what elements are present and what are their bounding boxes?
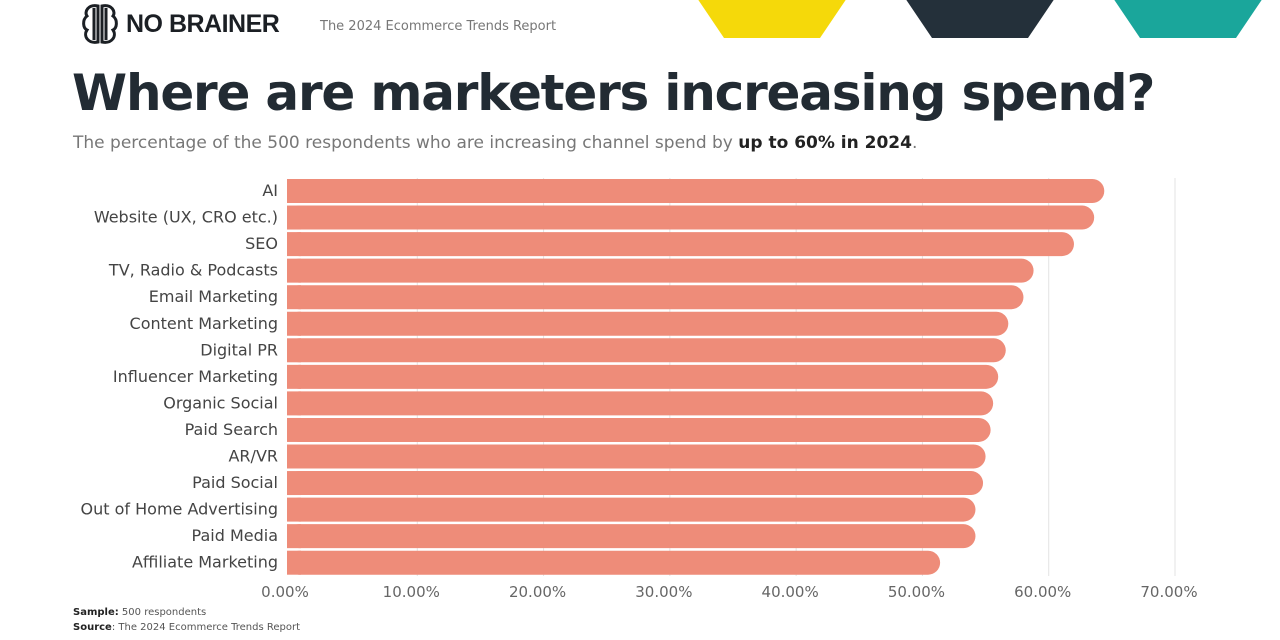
category-label: TV, Radio & Podcasts bbox=[108, 261, 278, 280]
subtitle-text: The percentage of the 500 respondents wh… bbox=[73, 133, 739, 153]
category-label: Paid Search bbox=[185, 420, 278, 439]
category-label: SEO bbox=[245, 234, 278, 253]
x-tick-label: 60.00% bbox=[1014, 583, 1071, 601]
x-tick-label: 20.00% bbox=[509, 583, 566, 601]
brain-icon bbox=[82, 4, 118, 44]
subtitle: The percentage of the 500 respondents wh… bbox=[73, 133, 917, 153]
bar-left-edge bbox=[287, 311, 301, 336]
bar-left-edge bbox=[287, 285, 301, 310]
category-label: Content Marketing bbox=[130, 314, 278, 333]
bar-left-edge bbox=[287, 417, 301, 442]
bar-left-edge bbox=[287, 364, 301, 389]
decor-dark-shape bbox=[905, 0, 1055, 38]
bar-left-edge bbox=[287, 471, 301, 496]
bar-left-edge bbox=[287, 524, 301, 549]
bar-left-edge bbox=[287, 338, 301, 363]
bar bbox=[287, 417, 991, 442]
source-label: Source bbox=[73, 622, 112, 633]
category-label: Influencer Marketing bbox=[113, 367, 278, 386]
bar bbox=[287, 338, 1006, 363]
bar bbox=[287, 550, 941, 575]
category-label: Website (UX, CRO etc.) bbox=[94, 208, 278, 227]
sample-label: Sample: bbox=[73, 607, 119, 618]
bar-left-edge bbox=[287, 444, 301, 469]
bar bbox=[287, 285, 1024, 310]
bar bbox=[287, 471, 984, 496]
bar bbox=[287, 179, 1105, 203]
subtitle-highlight: up to 60% in 2024 bbox=[738, 133, 912, 153]
bar-left-edge bbox=[287, 205, 301, 230]
bar bbox=[287, 524, 976, 549]
bar-left-edge bbox=[287, 258, 301, 283]
category-label: Out of Home Advertising bbox=[81, 500, 278, 519]
bar bbox=[287, 232, 1074, 257]
x-tick-label: 0.00% bbox=[261, 583, 309, 601]
bar bbox=[287, 311, 1009, 336]
source-value: : The 2024 Ecommerce Trends Report bbox=[111, 622, 300, 633]
x-tick-label: 50.00% bbox=[888, 583, 945, 601]
category-label: Affiliate Marketing bbox=[132, 553, 278, 572]
sample-note: Sample: 500 respondents bbox=[73, 607, 206, 618]
bar bbox=[287, 258, 1034, 283]
category-label: AR/VR bbox=[228, 447, 278, 466]
report-name: The 2024 Ecommerce Trends Report bbox=[320, 19, 557, 34]
decor-yellow-shape bbox=[697, 0, 847, 38]
bar bbox=[287, 444, 986, 469]
x-tick-label: 70.00% bbox=[1140, 583, 1197, 601]
subtitle-end: . bbox=[911, 133, 918, 153]
x-tick-label: 10.00% bbox=[383, 583, 440, 601]
sample-value: 500 respondents bbox=[118, 607, 207, 618]
x-tick-label: 30.00% bbox=[635, 583, 692, 601]
bar bbox=[287, 205, 1095, 230]
bar-left-edge bbox=[287, 232, 301, 257]
bar bbox=[287, 497, 976, 522]
bar-left-edge bbox=[287, 497, 301, 522]
category-label: Organic Social bbox=[163, 393, 278, 412]
category-label: Paid Media bbox=[192, 526, 278, 545]
category-label: Digital PR bbox=[200, 340, 278, 359]
bar-left-edge bbox=[287, 391, 301, 416]
bar-left-edge bbox=[287, 550, 301, 575]
x-tick-label: 40.00% bbox=[762, 583, 819, 601]
bar-left-edge bbox=[287, 179, 301, 203]
source-note: Source: The 2024 Ecommerce Trends Report bbox=[73, 622, 300, 633]
brand-name: NO BRAINER bbox=[126, 9, 280, 38]
page-title: Where are marketers increasing spend? bbox=[72, 64, 1155, 122]
bar bbox=[287, 364, 999, 389]
brand-logo: NO BRAINER bbox=[80, 2, 280, 46]
decor-teal-shape bbox=[1113, 0, 1263, 38]
category-label: Email Marketing bbox=[149, 287, 278, 306]
bar bbox=[287, 391, 994, 416]
category-label: AI bbox=[262, 181, 278, 200]
category-label: Paid Social bbox=[192, 473, 278, 492]
